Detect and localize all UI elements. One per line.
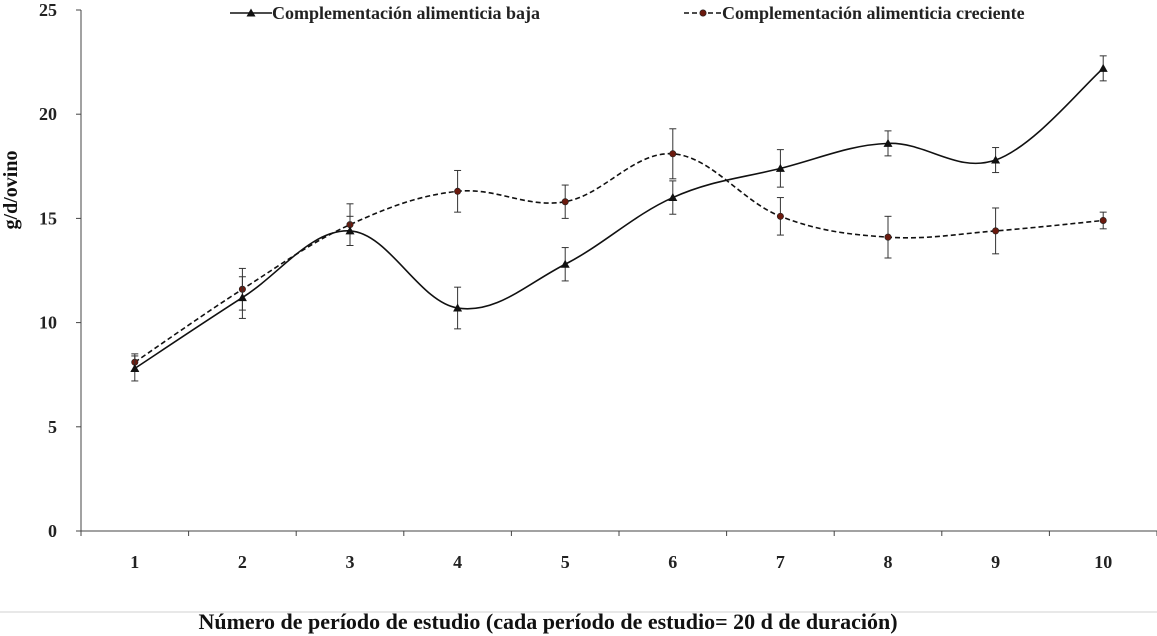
data-point [991,155,1001,164]
legend-marker [246,8,256,17]
tick-labels: 0 5 10 15 20 25 1 2 3 4 5 6 7 8 9 10 [39,0,1112,572]
x-tick-label: 7 [776,552,785,572]
data-point [668,193,678,202]
x-tick-label: 10 [1094,552,1112,572]
series-2 [131,128,1107,372]
data-point [669,150,677,158]
legend-label: Complementación alimenticia baja [272,3,540,23]
x-tick-label: 6 [668,552,677,572]
data-point [992,227,1000,235]
data-point [883,138,893,147]
series-line [134,152,1104,363]
legend-item-2: Complementación alimenticia creciente [684,3,1025,23]
legend-marker [699,9,707,17]
data-point [345,226,355,235]
axes [76,9,1157,536]
y-tick-label: 20 [39,104,57,124]
data-point [1099,216,1107,224]
y-tick-label: 25 [39,0,57,20]
series-line [134,67,1104,370]
y-tick-label: 5 [48,417,57,437]
x-tick-label: 4 [453,552,462,572]
series-1 [130,55,1108,382]
x-tick-label: 1 [130,552,139,572]
x-tick-label: 5 [561,552,570,572]
data-point [237,293,247,302]
x-tick-label: 9 [991,552,1000,572]
data-point [453,303,463,312]
data-point [884,233,892,241]
y-tick-label: 0 [48,521,57,541]
legend-item-1: Complementación alimenticia baja [230,3,540,23]
legend-label: Complementación alimenticia creciente [722,3,1025,23]
data-point [775,163,785,172]
data-point [454,187,462,195]
x-tick-label: 8 [884,552,893,572]
data-point [776,212,784,220]
y-tick-label: 10 [39,313,57,333]
x-tick-label: 3 [346,552,355,572]
y-tick-label: 15 [39,208,57,228]
x-axis-title: Número de período de estudio (cada perío… [198,609,897,634]
data-point [1098,63,1108,72]
data-point [561,198,569,206]
legend: Complementación alimenticia baja Compleme… [230,3,1025,23]
series-layer [130,55,1108,382]
data-point [130,363,140,372]
data-point [560,259,570,268]
x-tick-label: 2 [238,552,247,572]
y-axis-title: g/d/ovino [0,151,22,230]
